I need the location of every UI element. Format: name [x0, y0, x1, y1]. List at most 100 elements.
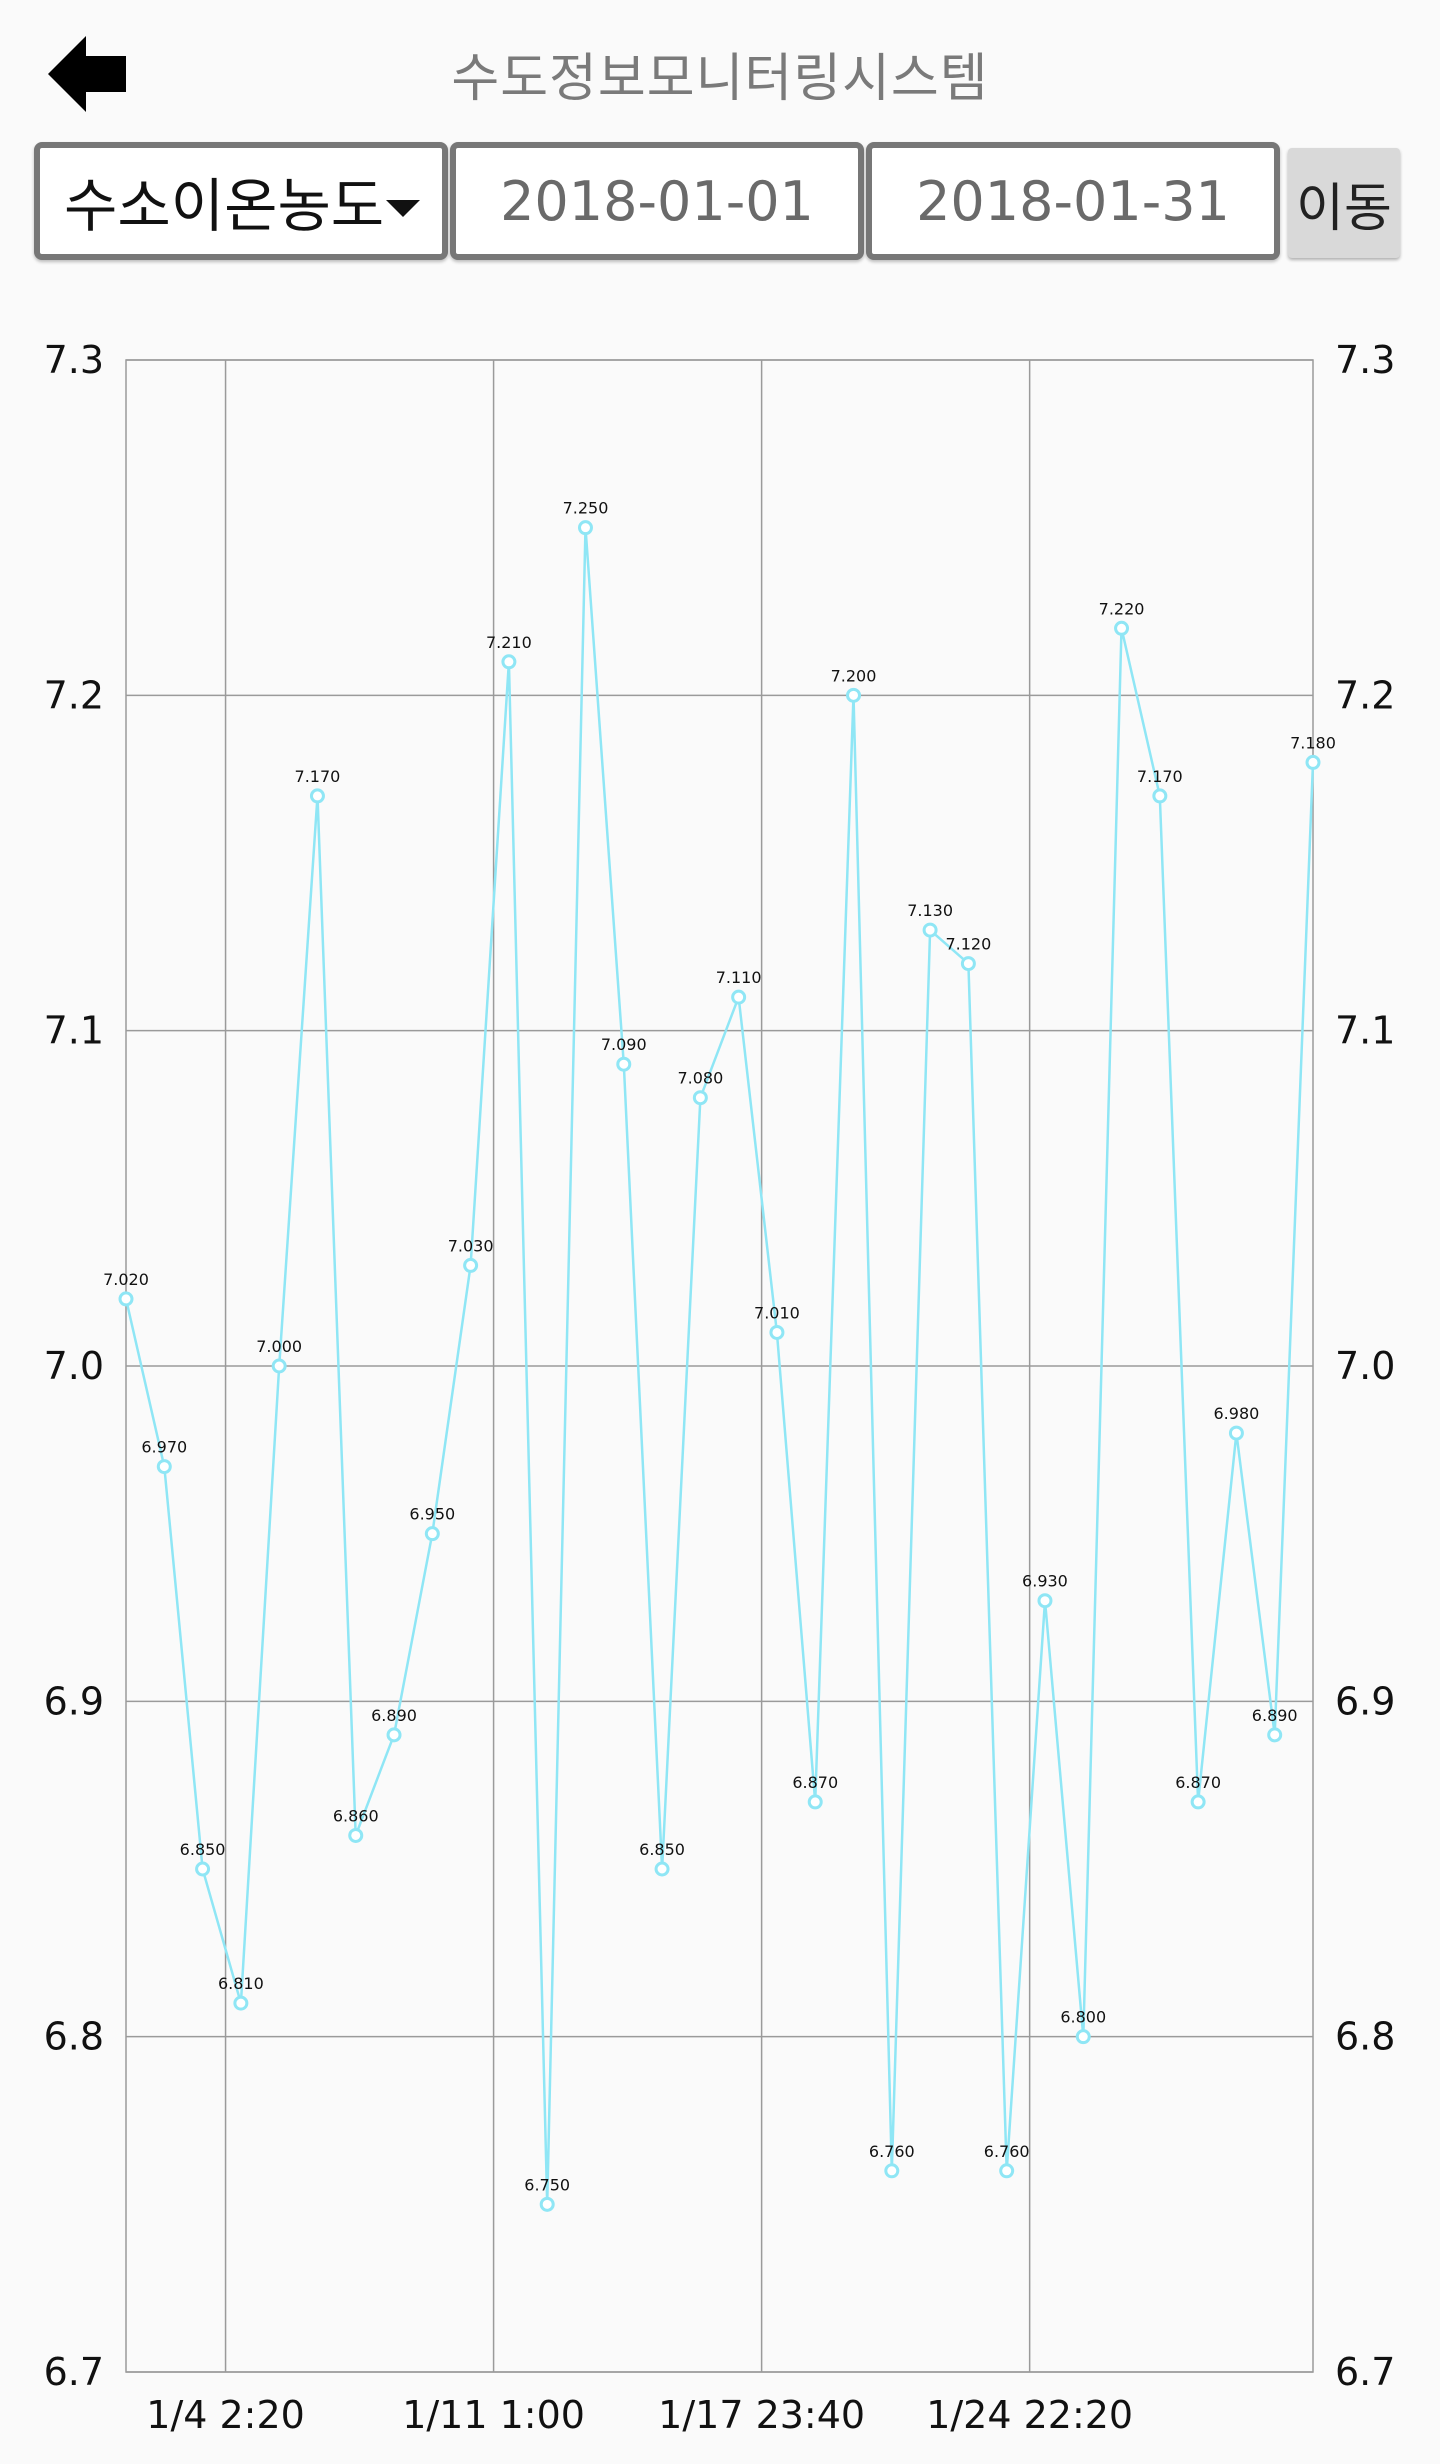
data-point	[1190, 1794, 1206, 1810]
data-point	[999, 2163, 1015, 2179]
back-button[interactable]	[48, 36, 130, 112]
x-tick-label: 1/24 22:20	[926, 2393, 1133, 2437]
data-label: 6.930	[1022, 1572, 1068, 1591]
data-point	[1305, 754, 1321, 770]
x-tick-label: 1/17 23:40	[658, 2393, 865, 2437]
data-point	[1114, 620, 1130, 636]
data-label: 7.130	[907, 901, 953, 920]
data-label: 6.870	[1175, 1773, 1221, 1792]
data-point	[1152, 788, 1168, 804]
data-label: 7.090	[601, 1035, 647, 1054]
y-tick-label-left: 7.3	[44, 338, 104, 382]
x-axis: 1/4 2:20 1/11 1:00 1/17 23:40 1/24 22:20	[146, 2393, 1133, 2437]
end-date-input[interactable]	[866, 142, 1280, 260]
data-point	[731, 989, 747, 1005]
data-label: 6.890	[371, 1706, 417, 1725]
data-label: 6.810	[218, 1974, 264, 1993]
chevron-down-icon	[386, 200, 420, 217]
filter-controls: 수소이온농도 이동	[0, 142, 1440, 270]
data-point	[118, 1291, 134, 1307]
data-label: 7.110	[716, 968, 762, 987]
data-label: 7.120	[945, 935, 991, 954]
data-label: 6.850	[180, 1840, 226, 1859]
data-point	[195, 1861, 211, 1877]
app-title: 수도정보모니터링시스템	[451, 49, 989, 109]
y-tick-label-right: 7.3	[1335, 338, 1395, 382]
y-tick-label-right: 6.9	[1335, 1679, 1395, 1723]
data-label: 6.970	[141, 1438, 187, 1457]
data-point	[539, 2196, 555, 2212]
data-label: 7.220	[1099, 599, 1145, 618]
data-point	[309, 788, 325, 804]
data-label: 7.200	[831, 666, 877, 685]
data-point	[1037, 1593, 1053, 1609]
series-line	[124, 527, 1315, 2205]
y-tick-label-right: 7.2	[1335, 673, 1395, 717]
data-label: 6.760	[869, 2142, 915, 2161]
data-label: 7.020	[103, 1270, 149, 1289]
y-tick-label-left: 7.2	[44, 673, 104, 717]
chart-grid	[125, 359, 1314, 2373]
data-label: 6.890	[1252, 1706, 1298, 1725]
data-point	[769, 1324, 785, 1340]
data-label: 7.010	[754, 1303, 800, 1322]
data-point	[616, 1056, 632, 1072]
x-tick-label: 1/4 2:20	[146, 2393, 305, 2437]
data-label: 6.980	[1214, 1404, 1260, 1423]
data-label: 6.800	[1060, 2008, 1106, 2027]
data-point	[348, 1827, 364, 1843]
data-point	[807, 1794, 823, 1810]
start-date-input[interactable]	[450, 142, 864, 260]
data-point	[1267, 1727, 1283, 1743]
data-label: 7.080	[677, 1069, 723, 1088]
data-point	[1075, 2029, 1091, 2045]
data-label: 7.030	[448, 1236, 494, 1255]
data-label: 7.000	[256, 1337, 302, 1356]
y-axis-right: 6.7 6.8 6.9 7.0 7.1 7.2 7.3	[1335, 338, 1395, 2394]
metric-select-value: 수소이온농도	[64, 172, 385, 240]
y-tick-label-left: 7.0	[44, 1344, 104, 1388]
data-point	[922, 922, 938, 938]
data-label: 6.750	[524, 2175, 570, 2194]
data-label: 6.850	[639, 1840, 685, 1859]
data-point	[501, 654, 517, 670]
y-tick-label-left: 6.8	[44, 2015, 104, 2059]
y-tick-label-right: 7.0	[1335, 1344, 1395, 1388]
data-point	[577, 520, 593, 536]
data-point	[156, 1459, 172, 1475]
y-tick-label-left: 6.9	[44, 1679, 104, 1723]
data-label: 6.870	[792, 1773, 838, 1792]
data-label: 7.180	[1290, 733, 1336, 752]
data-point	[960, 956, 976, 972]
y-tick-label-left: 6.7	[44, 2350, 104, 2394]
data-point	[692, 1090, 708, 1106]
data-point	[846, 687, 862, 703]
data-label: 7.170	[295, 767, 341, 786]
data-point	[233, 1995, 249, 2011]
y-tick-label-right: 6.8	[1335, 2015, 1395, 2059]
data-label: 7.170	[1137, 767, 1183, 786]
y-tick-label-right: 6.7	[1335, 2350, 1395, 2394]
data-point	[884, 2163, 900, 2179]
y-axis-left: 6.7 6.8 6.9 7.0 7.1 7.2 7.3	[44, 338, 104, 2394]
x-tick-label: 1/11 1:00	[402, 2393, 585, 2437]
data-point	[424, 1526, 440, 1542]
data-point	[271, 1358, 287, 1374]
metric-select[interactable]: 수소이온농도	[34, 142, 448, 260]
series-layer: 7.020 6.970 6.850 6.810 7.000 7.170 6.860 6.890…	[103, 499, 1336, 2212]
y-tick-label-right: 7.1	[1335, 1009, 1395, 1053]
arrow-left-icon	[48, 36, 126, 112]
data-label: 6.950	[409, 1505, 455, 1524]
go-button[interactable]: 이동	[1288, 148, 1400, 258]
data-point	[1228, 1425, 1244, 1441]
data-point	[386, 1727, 402, 1743]
data-label: 6.860	[333, 1806, 379, 1825]
data-label: 7.250	[563, 499, 609, 518]
data-point	[463, 1257, 479, 1273]
y-tick-label-left: 7.1	[44, 1009, 104, 1053]
data-label: 7.210	[486, 633, 532, 652]
app-header: 수도정보모니터링시스템	[0, 0, 1440, 140]
data-point	[654, 1861, 670, 1877]
data-label: 6.760	[984, 2142, 1030, 2161]
